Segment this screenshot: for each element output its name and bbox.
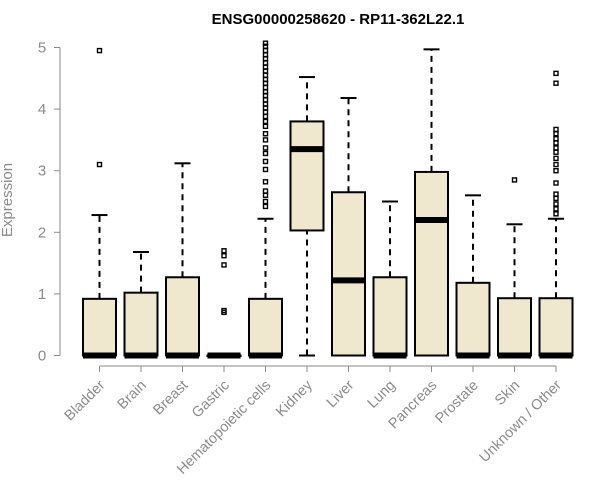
y-tick-label: 5 xyxy=(38,40,46,57)
box-group xyxy=(82,47,117,359)
box-group xyxy=(248,40,283,359)
outlier-point xyxy=(553,155,559,162)
x-tick-label: Lung xyxy=(365,378,399,412)
box-group xyxy=(289,76,325,357)
outlier-point xyxy=(553,195,559,202)
outlier-point xyxy=(262,101,269,107)
outlier-point xyxy=(262,123,269,130)
box-group xyxy=(123,251,159,359)
x-tick-label: Liver xyxy=(324,377,358,411)
y-tick-label: 4 xyxy=(38,101,46,118)
outlier-point xyxy=(262,72,269,78)
outlier-point xyxy=(262,192,269,199)
outlier-point xyxy=(96,161,103,168)
outlier-point xyxy=(262,198,269,205)
box-group xyxy=(372,200,408,359)
iqr-box xyxy=(82,297,117,357)
outlier-point xyxy=(553,145,559,151)
y-tick-label: 3 xyxy=(38,163,46,180)
outlier-point xyxy=(262,52,269,58)
iqr-box xyxy=(455,281,491,357)
outlier-point xyxy=(262,47,269,54)
outlier-point xyxy=(553,161,559,168)
outlier-point xyxy=(262,203,269,210)
outlier-point xyxy=(221,248,227,254)
y-tick-label: 0 xyxy=(38,348,46,365)
outlier-point xyxy=(553,191,559,197)
chart-title: ENSG00000258620 - RP11-362L22.1 xyxy=(212,11,465,28)
iqr-box xyxy=(165,276,200,357)
outlier-point xyxy=(262,89,269,95)
outlier-point xyxy=(262,158,269,165)
outlier-point xyxy=(262,113,269,120)
x-tick-label: Prostate xyxy=(432,378,481,427)
box-group xyxy=(455,194,491,359)
outlier-point xyxy=(262,166,269,173)
iqr-box xyxy=(497,297,532,357)
y-axis-label: Expression xyxy=(0,163,16,237)
iqr-box xyxy=(414,170,449,357)
box-group xyxy=(497,177,532,359)
outlier-point xyxy=(221,253,227,259)
x-tick-label: Bladder xyxy=(62,377,109,424)
outlier-point xyxy=(221,262,227,268)
y-tick-label: 2 xyxy=(38,224,46,241)
outlier-point xyxy=(553,167,559,174)
outlier-point xyxy=(553,206,559,212)
outlier-point xyxy=(262,150,269,157)
outlier-point xyxy=(262,97,269,103)
outlier-point xyxy=(262,109,269,115)
outlier-point xyxy=(553,180,559,186)
outlier-point xyxy=(262,145,269,151)
y-tick-label: 1 xyxy=(38,286,46,303)
outlier-point xyxy=(553,80,559,86)
outlier-point xyxy=(262,179,269,185)
y-axis: 0 1 2 3 4 5 xyxy=(38,40,61,365)
outlier-point xyxy=(96,47,103,54)
outlier-point xyxy=(262,118,269,125)
outlier-point xyxy=(553,126,559,133)
outlier-point xyxy=(553,201,559,207)
outlier-point xyxy=(221,307,227,314)
box-group xyxy=(414,48,449,357)
iqr-box xyxy=(289,120,325,232)
x-tick-label: Skin xyxy=(492,378,523,409)
outlier-point xyxy=(553,140,559,146)
outlier-point xyxy=(511,177,518,183)
iqr-box xyxy=(331,191,366,357)
outlier-point xyxy=(262,64,269,70)
iqr-box xyxy=(538,297,574,357)
x-tick-label: Brain xyxy=(115,378,150,413)
outlier-point xyxy=(262,43,269,49)
box-group xyxy=(165,162,200,359)
box-group xyxy=(331,97,366,357)
outlier-point xyxy=(553,135,559,142)
outlier-point xyxy=(262,76,269,83)
outlier-point xyxy=(262,40,269,46)
box-group xyxy=(206,248,242,359)
outlier-point xyxy=(262,84,269,91)
iqr-box xyxy=(248,297,283,357)
outlier-point xyxy=(262,188,269,194)
outlier-point xyxy=(553,131,559,137)
outlier-point xyxy=(262,137,269,143)
outlier-point xyxy=(262,60,269,66)
x-tick-label: Kidney xyxy=(273,377,316,420)
iqr-box xyxy=(123,291,159,357)
x-tick-label: Breast xyxy=(150,378,191,419)
outlier-point xyxy=(553,70,559,77)
box-group xyxy=(538,70,574,359)
iqr-box xyxy=(372,276,408,357)
outlier-point xyxy=(553,149,559,155)
outlier-point xyxy=(262,131,269,137)
outlier-point xyxy=(553,211,559,217)
plot-area xyxy=(82,40,574,359)
